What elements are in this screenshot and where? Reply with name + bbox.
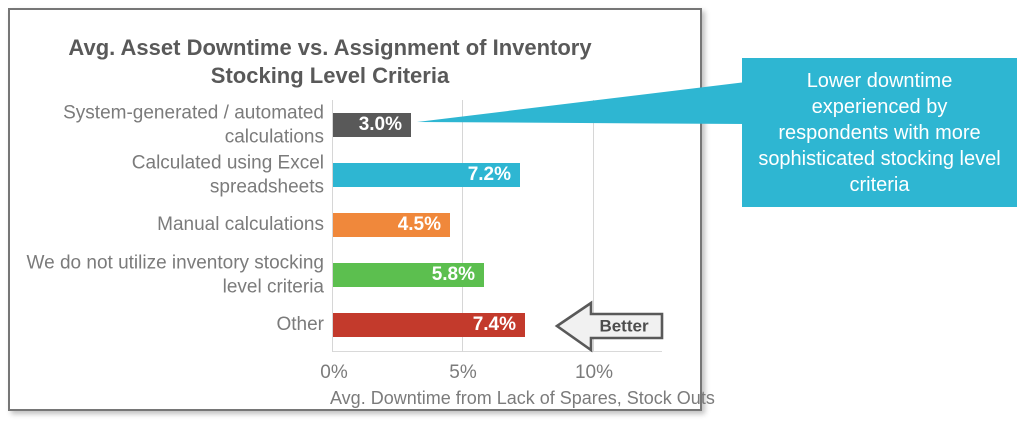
category-label-system-generated: System-generated / automated calculation… [63, 102, 324, 147]
bar-value-label: 3.0% [358, 114, 402, 135]
x-tick-10pct: 10% [574, 362, 614, 383]
callout-box: Lower downtime experienced by respondent… [742, 58, 1017, 207]
category-label-manual-calculations: Manual calculations [157, 214, 324, 236]
bar-value-label: 7.4% [472, 314, 516, 335]
x-axis-title: Avg. Downtime from Lack of Spares, Stock… [330, 388, 715, 408]
gridline-5pct [462, 100, 463, 352]
bar-system-generated: 3.0% [333, 113, 411, 137]
bar-value-label: 5.8% [431, 264, 475, 285]
category-label-other: Other [276, 314, 324, 336]
better-arrow-label: Better [599, 316, 649, 335]
gridline-0pct [332, 100, 333, 352]
bar-value-label: 4.5% [397, 214, 441, 235]
bar-no-stocking-criteria: 5.8% [333, 263, 484, 287]
bar-excel-spreadsheets: 7.2% [333, 163, 520, 187]
plot-area: 3.0% 7.2% 4.5% 5.8% 7.4% [332, 100, 662, 352]
bar-value-label: 7.2% [467, 164, 511, 185]
callout-text: Lower downtime experienced by respondent… [758, 69, 1001, 196]
bar-other: 7.4% [333, 313, 525, 337]
chart-title: Avg. Asset Downtime vs. Assignment of In… [68, 35, 592, 89]
gridline-10pct [593, 100, 594, 352]
bar-manual-calculations: 4.5% [333, 213, 450, 237]
category-label-excel-spreadsheets: Calculated using Excel spreadsheets [131, 152, 324, 197]
category-label-no-stocking-criteria: We do not utilize inventory stocking lev… [26, 252, 324, 297]
better-arrow-icon: Better [554, 300, 664, 353]
chart-panel: Avg. Asset Downtime vs. Assignment of In… [8, 8, 702, 411]
x-tick-5pct: 5% [449, 362, 477, 383]
x-tick-0pct: 0% [320, 362, 348, 383]
callout-pointer-wedge [417, 82, 746, 124]
